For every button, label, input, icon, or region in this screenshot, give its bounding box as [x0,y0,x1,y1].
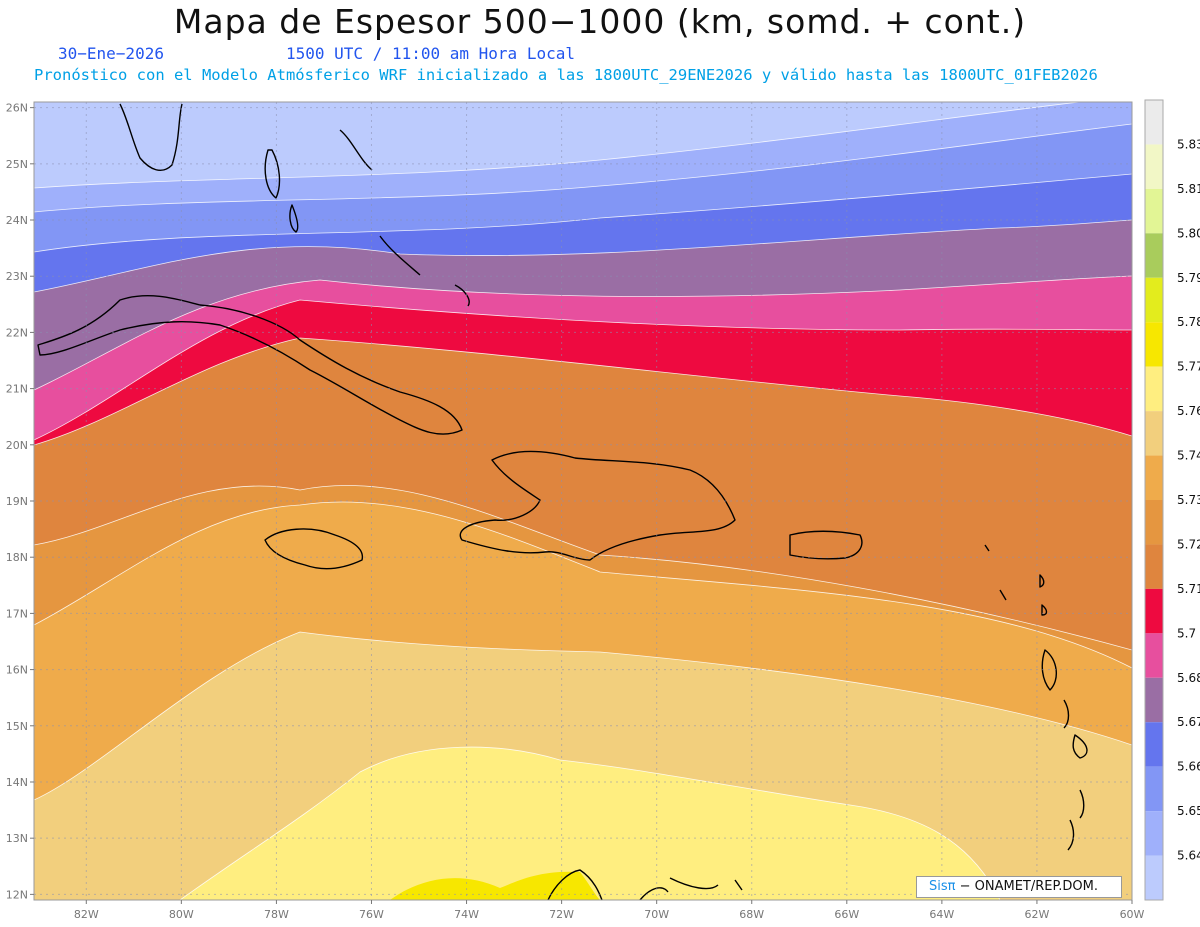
colorbar-swatch-12 [1145,633,1163,678]
credit-text: − ONAMET/REP.DOM. [955,879,1099,894]
colorbar-label-5.76: 5.76 [1177,404,1200,418]
lat-lon-grid [34,102,1132,900]
lat-label-20N: 20N [6,439,28,452]
colorbar-swatch-9 [1145,500,1163,545]
colorbar-swatch-1 [1145,144,1163,189]
lon-label-82W: 82W [74,908,99,921]
colorbar-label-5.712: 5.712 [1177,582,1200,596]
lon-label-66W: 66W [834,908,859,921]
lat-label-24N: 24N [6,214,28,227]
colorbar-swatch-17 [1145,855,1163,900]
lat-label-16N: 16N [6,664,28,677]
lesser-antilles-coast [984,544,1088,851]
lon-label-68W: 68W [739,908,764,921]
lon-label-60W: 60W [1120,908,1145,921]
colorbar-label-5.724: 5.724 [1177,537,1200,551]
colorbar-label-5.736: 5.736 [1177,493,1200,507]
colorbar-swatch-6 [1145,366,1163,412]
lat-label-13N: 13N [6,832,28,845]
cuba-coast [37,295,463,435]
colorbar-label-5.7: 5.7 [1177,626,1196,640]
valid-time: 1500 UTC / 11:00 am Hora Local [286,44,575,63]
colorbar-label-5.652: 5.652 [1177,804,1200,818]
lat-label-18N: 18N [6,551,28,564]
colorbar-swatch-5 [1145,322,1163,367]
colorbar-swatch-11 [1145,588,1163,634]
jamaica-coast [264,528,364,570]
lon-label-72W: 72W [549,908,574,921]
bahamas-coast [264,129,470,307]
sispi-logo: Sisπ [929,879,956,894]
thickness-contours [34,102,1132,900]
colorbar-swatch-3 [1145,233,1163,278]
florida-coast [119,103,183,172]
colorbar-swatch-14 [1145,722,1163,767]
lat-label-12N: 12N [6,888,28,901]
colorbar-swatch-13 [1145,677,1163,723]
colorbar-swatch-16 [1145,811,1163,856]
latitude-ticks: 12N 13N 14N 15N 16N 17N 18N 19N 20N 21N 22N 23N 24N 2… [6,102,34,901]
colorbar-label-5.819: 5.819 [1177,182,1200,196]
lon-label-64W: 64W [929,908,954,921]
valid-date: 30−Ene−2026 [58,44,164,63]
colorbar-swatch-15 [1145,766,1163,812]
colorbar-swatch-4 [1145,277,1163,323]
lat-label-17N: 17N [6,607,28,620]
lat-label-26N: 26N [6,102,28,115]
colorbar-label-5.676: 5.676 [1177,715,1200,729]
lon-label-76W: 76W [359,908,384,921]
band-5.772 [180,747,1000,900]
lat-label-22N: 22N [6,326,28,339]
colorbar-label-5.795: 5.795 [1177,271,1200,285]
band-5.783 [390,871,600,900]
lon-label-80W: 80W [169,908,194,921]
south-america-coast [547,869,743,900]
lat-label-14N: 14N [6,776,28,789]
forecast-description: Pronóstico con el Modelo Atmósferico WRF… [34,66,1098,84]
lat-label-21N: 21N [6,383,28,396]
colorbar-frame [1144,99,1164,901]
lat-label-23N: 23N [6,270,28,283]
lon-label-62W: 62W [1024,908,1049,921]
lat-label-25N: 25N [6,158,28,171]
colorbar-swatch-2 [1145,188,1163,234]
colorbar-label-5.688: 5.688 [1177,671,1200,685]
coastlines [37,103,1088,900]
colorbar-swatch-0 [1145,100,1163,145]
lon-label-74W: 74W [454,908,479,921]
puerto-rico-coast [789,530,863,560]
colorbar-label-5.748: 5.748 [1177,449,1200,463]
colorbar-label-5.772: 5.772 [1177,360,1200,374]
lon-label-70W: 70W [644,908,669,921]
credit-box: Sisπ − ONAMET/REP.DOM. [916,876,1122,898]
hispaniola-coast [459,450,736,561]
colorbar-label-5.831: 5.831 [1177,137,1200,151]
lat-label-19N: 19N [6,495,28,508]
longitude-ticks: 82W 80W 78W 76W 74W 72W 70W 68W 66W 64W 62W 60W [74,900,1145,921]
colorbar: 5.831 5.819 5.807 5.795 5.783 5.772 5.76 5.748 5… [1144,99,1200,901]
colorbar-label-5.64: 5.64 [1177,849,1200,863]
colorbar-label-5.783: 5.783 [1177,315,1200,329]
lat-label-15N: 15N [6,720,28,733]
map-title: Mapa de Espesor 500−1000 (km, somd. + co… [173,2,1027,41]
colorbar-swatch-8 [1145,455,1163,500]
colorbar-label-5.807: 5.807 [1177,226,1200,240]
colorbar-swatch-7 [1145,411,1163,456]
thickness-bands [34,102,1132,900]
lon-label-78W: 78W [264,908,289,921]
colorbar-swatch-10 [1145,544,1163,589]
colorbar-label-5.664: 5.664 [1177,760,1200,774]
